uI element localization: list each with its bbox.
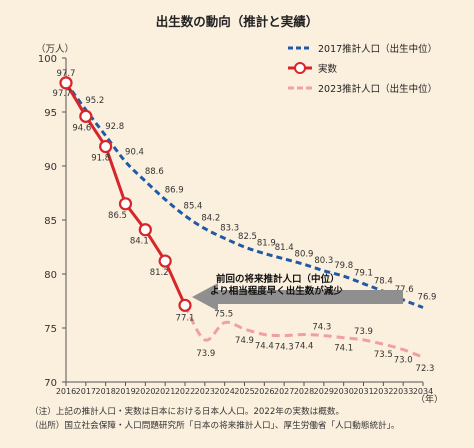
x-tick-label: 2025 [234, 387, 254, 396]
label-2017-projection: 77.6 [395, 285, 414, 295]
label-2023-projection: 74.4 [255, 341, 274, 351]
series-line-2017-projection [64, 81, 424, 309]
y-tick-label: 75 [44, 324, 57, 335]
annotation-line: より相当程度早く出生数が減少 [210, 285, 343, 297]
legend-label-2017-projection: 2017推計人口（出生中位） [318, 43, 437, 55]
label-2017-projection: 81.9 [257, 238, 276, 248]
label-2017-projection: 83.3 [220, 223, 239, 233]
x-tick-label: 2018 [95, 387, 115, 396]
label-actual: 81.2 [150, 268, 169, 278]
annotation-arrow: 前回の将来推計人口（中位）より相当程度早く出生数が減少 [192, 273, 403, 311]
y-tick-label: 80 [44, 270, 57, 281]
label-2017-projection: 85.4 [184, 202, 203, 212]
label-2023-projection: 73.9 [354, 327, 373, 337]
label-actual: 77.1 [176, 313, 195, 323]
y-tick-label: 95 [44, 108, 57, 119]
x-tick-label: 2031 [353, 387, 373, 396]
label-actual: 97.7 [53, 89, 72, 99]
y-tick-label: 100 [38, 54, 57, 65]
label-actual: 86.5 [108, 211, 127, 221]
label-2017-projection: 78.4 [374, 276, 393, 286]
annotation-arrow-shape [192, 283, 403, 311]
label-actual: 91.8 [91, 154, 110, 164]
x-tick-label: 2024 [214, 387, 234, 396]
x-tick-label: 2023 [195, 387, 215, 396]
source-line: （出所）国立社会保障・人口問題研究所「日本の将来推計人口」、厚生労働省「人口動態… [30, 421, 400, 431]
label-2017-projection: 82.5 [238, 232, 257, 242]
y-tick-label: 90 [44, 162, 57, 173]
label-2023-projection: 74.1 [334, 344, 353, 354]
label-2017-projection: 88.6 [145, 167, 164, 177]
x-tick-label: 2026 [254, 387, 274, 396]
label-2017-projection: 80.3 [314, 256, 333, 266]
actual-point [99, 139, 113, 154]
label-2017-projection: 90.4 [125, 148, 144, 158]
label-2017-projection: 80.9 [295, 249, 314, 259]
legend-label-actual: 実数 [318, 63, 338, 75]
chart-title: 出生数の動向（推計と実績） [156, 14, 319, 29]
x-tick-label: 2028 [294, 387, 314, 396]
label-2023-projection: 75.5 [214, 310, 233, 320]
actual-point [158, 254, 172, 268]
label-2017-projection: 84.2 [201, 214, 220, 224]
legend-label-2023-projection: 2023推計人口（出生中位） [318, 83, 437, 95]
x-tick-label: 2033 [393, 387, 413, 396]
x-tick-label: 2032 [373, 387, 393, 396]
x-tick-label: 2027 [274, 387, 294, 396]
x-tick-label: 2019 [115, 387, 135, 396]
label-2017-projection: 97.7 [57, 69, 76, 79]
legend-marker-actual [294, 62, 306, 74]
label-2017-projection: 81.4 [275, 243, 294, 253]
label-2023-projection: 73.0 [394, 356, 413, 366]
label-actual: 94.6 [72, 123, 91, 133]
y-tick-label: 70 [44, 378, 57, 389]
label-2017-projection: 95.2 [85, 96, 104, 106]
annotation-line: 前回の将来推計人口（中位） [216, 273, 340, 285]
label-2017-projection: 92.8 [105, 122, 124, 132]
x-unit-label: （年） [416, 393, 443, 405]
actual-point [59, 76, 73, 90]
y-tick-label: 85 [44, 216, 57, 227]
label-2023-projection: 73.9 [196, 349, 215, 359]
series-line-2023-projection [183, 304, 424, 359]
x-tick-label: 2029 [314, 387, 334, 396]
label-2023-projection: 72.3 [416, 364, 435, 374]
data-labels: 97.7 95.2 92.8 90.488.686.985.4 84.283.382.5… [53, 69, 437, 374]
label-2017-projection: 76.9 [418, 292, 437, 302]
notes: （注）上記の推計人口・実数は日本における日本人人口。2022年の実数は概数。 （… [30, 405, 400, 433]
x-tick-label: 2022 [175, 387, 195, 396]
actual-point [178, 298, 192, 312]
x-tick-label: 2021 [155, 387, 175, 396]
label-2023-projection: 74.3 [275, 343, 294, 353]
x-tick-label: 2030 [333, 387, 353, 396]
x-tick-label: 2034 [413, 387, 433, 396]
label-2023-projection: 74.4 [295, 341, 314, 351]
legend: 2017推計人口（出生中位） 実数 2023推計人口（出生中位） [288, 43, 437, 95]
note-line: （注）上記の推計人口・実数は日本における日本人人口。2022年の実数は概数。 [30, 407, 345, 417]
y-unit-label: （万人） [36, 43, 74, 55]
actual-point [138, 223, 152, 237]
x-tick-label: 2016 [56, 387, 76, 396]
x-tick-label: 2020 [135, 387, 155, 396]
label-2017-projection: 86.9 [165, 185, 184, 195]
label-2017-projection: 79.8 [334, 261, 353, 271]
label-2023-projection: 74.3 [312, 323, 331, 333]
label-actual: 84.1 [130, 237, 149, 247]
actual-point [118, 197, 133, 211]
x-tick-label: 2017 [76, 387, 96, 396]
actual-point [79, 109, 93, 123]
label-2017-projection: 79.1 [354, 269, 373, 279]
series-layer [59, 76, 424, 359]
label-2023-projection: 74.9 [235, 336, 254, 346]
label-2023-projection: 73.5 [374, 350, 393, 360]
